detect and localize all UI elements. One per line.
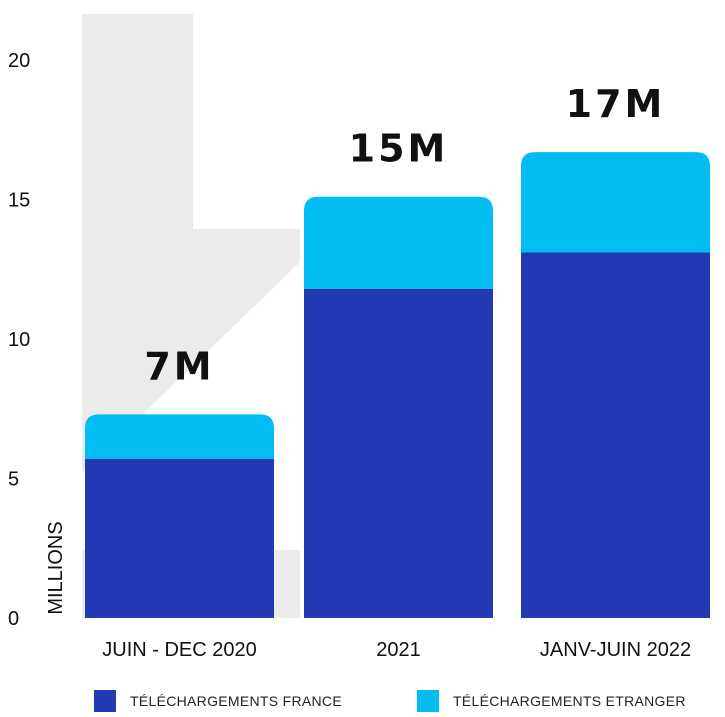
background-decoration bbox=[82, 14, 300, 618]
legend: TÉLÉCHARGEMENTS FRANCE TÉLÉCHARGEMENTS E… bbox=[0, 690, 725, 714]
y-tick-label: 15 bbox=[8, 190, 30, 212]
y-axis: 0 5 10 15 20 bbox=[8, 50, 30, 630]
x-tick-label: JANV-JUIN 2022 bbox=[540, 639, 691, 661]
legend-swatch-etranger bbox=[417, 690, 439, 712]
x-tick-label: 2021 bbox=[376, 639, 421, 661]
legend-label-etranger: TÉLÉCHARGEMENTS ETRANGER bbox=[453, 693, 686, 709]
bar-segment-france bbox=[304, 288, 493, 618]
y-tick-label: 20 bbox=[8, 50, 30, 72]
y-tick-label: 0 bbox=[8, 608, 19, 630]
legend-item-france: TÉLÉCHARGEMENTS FRANCE bbox=[94, 690, 342, 712]
legend-label-france: TÉLÉCHARGEMENTS FRANCE bbox=[130, 693, 342, 709]
y-axis-label: MILLIONS bbox=[45, 521, 67, 614]
legend-item-etranger: TÉLÉCHARGEMENTS ETRANGER bbox=[417, 690, 686, 712]
x-tick-label: JUIN - DEC 2020 bbox=[102, 639, 257, 661]
bars: 7M 15M 17M bbox=[85, 82, 710, 618]
bar-segment-france bbox=[85, 458, 274, 618]
bar-total-label: 15M bbox=[349, 127, 449, 171]
bar-total-label: 17M bbox=[566, 82, 666, 126]
y-tick-label: 5 bbox=[8, 469, 19, 491]
bar-segment-etranger bbox=[304, 196, 493, 289]
x-axis: JUIN - DEC 2020 2021 JANV-JUIN 2022 bbox=[102, 639, 691, 661]
bar-total-label: 7M bbox=[144, 344, 214, 388]
bar-segment-france bbox=[521, 252, 710, 618]
bar-segment-etranger bbox=[85, 414, 274, 459]
y-tick-label: 10 bbox=[8, 329, 30, 351]
bar-segment-etranger bbox=[521, 152, 710, 253]
legend-swatch-france bbox=[94, 690, 116, 712]
